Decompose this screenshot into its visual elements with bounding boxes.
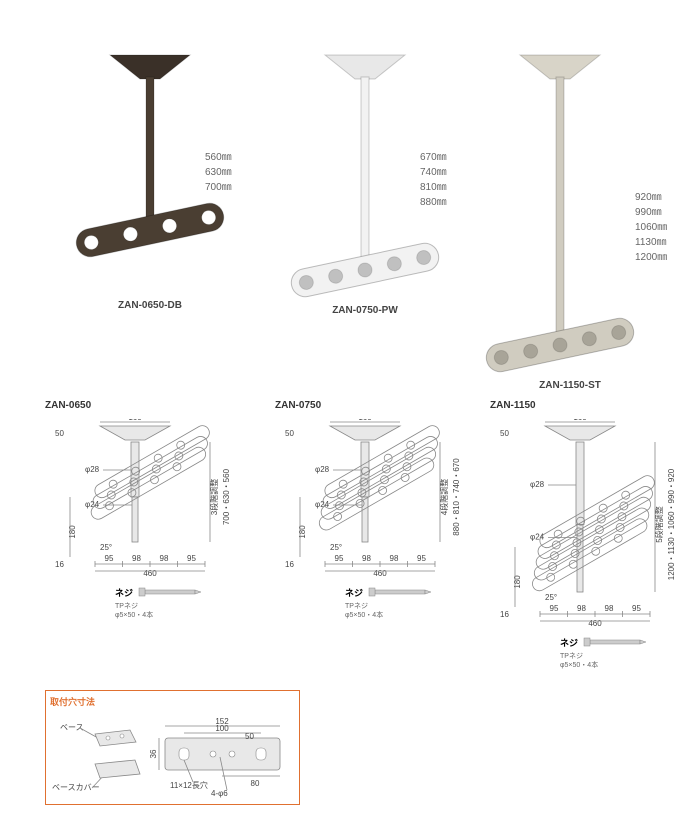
svg-text:160: 160 — [573, 419, 587, 422]
svg-text:ネジ: ネジ — [115, 588, 133, 598]
height-dimensions-2: 670㎜740㎜810㎜880㎜ — [420, 150, 447, 210]
product-zan-1150-st: 920㎜990㎜1060㎜1130㎜1200㎜ ZAN-1150-ST — [460, 45, 680, 395]
svg-text:180: 180 — [68, 525, 77, 539]
svg-text:ベース: ベース — [60, 723, 84, 732]
svg-text:50: 50 — [285, 429, 294, 438]
svg-text:25°: 25° — [545, 593, 557, 602]
drawing-title-1: ZAN-0650 — [45, 400, 255, 411]
svg-text:φ5×50・4本: φ5×50・4本 — [115, 610, 153, 619]
svg-text:φ28: φ28 — [315, 465, 330, 474]
svg-text:36: 36 — [149, 749, 158, 758]
svg-text:180: 180 — [298, 525, 307, 539]
pole — [556, 77, 564, 342]
svg-text:95: 95 — [187, 554, 196, 563]
svg-text:160: 160 — [128, 419, 142, 422]
mounting-title: 取付穴寸法 — [50, 695, 295, 708]
svg-text:TPネジ: TPネジ — [560, 652, 583, 660]
svg-text:16: 16 — [500, 610, 509, 619]
product-zan-0750-pw: 670㎜740㎜810㎜880㎜ ZAN-0750-PW — [265, 45, 465, 325]
product-zan-0650-db: 560㎜630㎜700㎜ ZAN-0650-DB — [50, 45, 250, 285]
drawing-zan-0750: ZAN-0750 16050φ28φ244段階調整880・810・740・670… — [275, 400, 485, 654]
svg-text:100: 100 — [215, 724, 229, 733]
svg-text:φ28: φ28 — [85, 465, 100, 474]
svg-text:95: 95 — [105, 554, 114, 563]
height-dimensions-1: 560㎜630㎜700㎜ — [205, 150, 232, 195]
svg-text:98: 98 — [160, 554, 169, 563]
svg-text:φ24: φ24 — [530, 533, 545, 542]
model-label-1: ZAN-0650-DB — [50, 300, 250, 311]
drawing-zan-0650: ZAN-0650 16050φ28φ243段階調整700・630・56025°9… — [45, 400, 255, 654]
svg-text:ネジ: ネジ — [560, 638, 578, 648]
svg-text:4段階調整: 4段階調整 — [439, 479, 449, 515]
svg-text:460: 460 — [373, 569, 387, 578]
svg-text:160: 160 — [358, 419, 372, 422]
svg-text:460: 460 — [588, 619, 602, 628]
product-gallery: 560㎜630㎜700㎜ ZAN-0650-DB 670㎜740㎜810㎜880… — [0, 0, 700, 390]
svg-text:98: 98 — [577, 604, 586, 613]
svg-text:11×12長穴: 11×12長穴 — [170, 780, 208, 790]
svg-text:1200・1130・1060・990・920: 1200・1130・1060・990・920 — [667, 468, 676, 580]
svg-text:95: 95 — [632, 604, 641, 613]
svg-text:50: 50 — [55, 429, 64, 438]
pole — [146, 77, 154, 227]
height-dimensions-3: 920㎜990㎜1060㎜1130㎜1200㎜ — [635, 190, 667, 265]
mount-flange — [325, 55, 405, 79]
pole — [361, 77, 369, 267]
drawing-title-2: ZAN-0750 — [275, 400, 485, 411]
svg-text:φ5×50・4本: φ5×50・4本 — [560, 660, 598, 669]
tech-drawing-2: 16050φ28φ244段階調整880・810・740・67025°959898… — [275, 419, 475, 649]
svg-text:80: 80 — [251, 779, 260, 788]
svg-text:180: 180 — [513, 575, 522, 589]
svg-text:φ5×50・4本: φ5×50・4本 — [345, 610, 383, 619]
svg-text:φ28: φ28 — [530, 480, 545, 489]
svg-text:98: 98 — [132, 554, 141, 563]
tech-drawing-1: 16050φ28φ243段階調整700・630・56025°9598989546… — [45, 419, 245, 649]
svg-text:16: 16 — [55, 560, 64, 569]
mounting-drawing: ベースベースカバー152100503611×12長穴4-φ680 — [50, 708, 295, 806]
svg-text:TPネジ: TPネジ — [345, 602, 368, 610]
svg-text:5段階調整: 5段階調整 — [654, 506, 664, 542]
svg-text:50: 50 — [245, 732, 254, 741]
mounting-hole-box: 取付穴寸法 ベースベースカバー152100503611×12長穴4-φ680 — [45, 690, 300, 805]
mount-flange — [110, 55, 190, 79]
svg-text:16: 16 — [285, 560, 294, 569]
svg-text:880・810・740・670: 880・810・740・670 — [452, 458, 461, 536]
svg-text:4-φ6: 4-φ6 — [211, 789, 228, 798]
svg-text:TPネジ: TPネジ — [115, 602, 138, 610]
svg-text:50: 50 — [500, 429, 509, 438]
svg-text:95: 95 — [335, 554, 344, 563]
svg-text:3段階調整: 3段階調整 — [209, 479, 219, 515]
svg-text:98: 98 — [362, 554, 371, 563]
tech-drawing-3: 160 50 φ28 φ24 5段階調整1200・1130・1060・990・920 25… — [490, 419, 690, 699]
svg-text:98: 98 — [605, 604, 614, 613]
svg-text:25°: 25° — [100, 543, 112, 552]
model-label-3: ZAN-1150-ST — [460, 380, 680, 391]
svg-text:98: 98 — [390, 554, 399, 563]
svg-text:ネジ: ネジ — [345, 588, 363, 598]
model-label-2: ZAN-0750-PW — [265, 305, 465, 316]
svg-text:700・630・560: 700・630・560 — [222, 468, 231, 525]
svg-text:95: 95 — [417, 554, 426, 563]
drawing-title-3: ZAN-1150 — [490, 400, 700, 411]
svg-text:95: 95 — [550, 604, 559, 613]
svg-text:460: 460 — [143, 569, 157, 578]
mount-flange — [520, 55, 600, 79]
drawing-zan-1150: ZAN-1150 160 50 φ28 φ24 5段階調整1200・1130・1060・… — [490, 400, 700, 704]
svg-text:25°: 25° — [330, 543, 342, 552]
